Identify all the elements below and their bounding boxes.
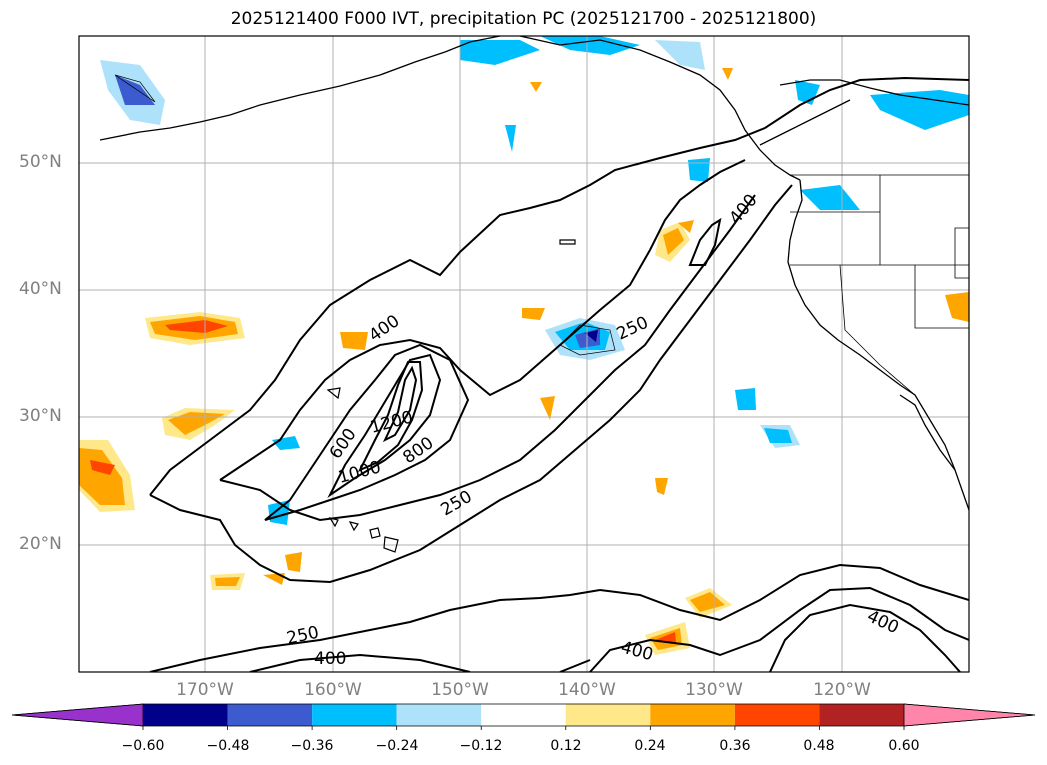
ivt-contours bbox=[149, 76, 969, 672]
colorbar-extend-max bbox=[903, 703, 1036, 727]
colorbar-segment bbox=[650, 704, 735, 726]
lon-label: 160°W bbox=[304, 680, 362, 700]
colorbar-tick: −0.60 bbox=[121, 738, 165, 754]
thin-contours bbox=[114, 74, 616, 356]
colorbar-tick: −0.36 bbox=[290, 738, 334, 754]
coastlines bbox=[99, 36, 969, 511]
colorbar-segment bbox=[734, 704, 820, 726]
colorbar-segment bbox=[227, 704, 313, 726]
colorbar-segment bbox=[819, 704, 904, 726]
colorbar-segment bbox=[396, 704, 482, 726]
colorbar-segment bbox=[143, 704, 228, 726]
precipitation-shading bbox=[79, 36, 969, 655]
contour-label: 400 bbox=[726, 190, 762, 228]
contour-label: 400 bbox=[314, 649, 346, 669]
colorbar-outline bbox=[11, 703, 1036, 727]
colorbar-tick: 0.24 bbox=[634, 738, 666, 754]
colorbar-tick: 0.48 bbox=[803, 738, 835, 754]
colorbar-segment bbox=[481, 704, 566, 726]
lon-label: 130°W bbox=[685, 680, 743, 700]
contour-label: 400 bbox=[365, 311, 403, 346]
contour-label: 600 bbox=[326, 425, 361, 463]
lon-label: 120°W bbox=[813, 680, 871, 700]
map-canvas: 400 250 600 1200 800 1000 250 400 250 40… bbox=[78, 35, 970, 673]
map-title: 2025121400 F000 IVT, precipitation PC (2… bbox=[230, 9, 817, 29]
lat-label: 50°N bbox=[19, 152, 62, 172]
colorbar-segment bbox=[565, 704, 651, 726]
contour-label: 250 bbox=[438, 487, 476, 521]
colorbar-tick: 0.60 bbox=[888, 738, 920, 754]
state-borders bbox=[790, 174, 969, 396]
lon-label: 170°W bbox=[176, 680, 234, 700]
islands bbox=[326, 239, 576, 553]
lon-label: 150°W bbox=[431, 680, 489, 700]
colorbar-tick: −0.12 bbox=[459, 738, 503, 754]
lat-label: 40°N bbox=[19, 279, 62, 299]
lat-label: 20°N bbox=[19, 534, 62, 554]
contour-label: 250 bbox=[614, 313, 652, 345]
colorbar-tick: −0.24 bbox=[375, 738, 419, 754]
contour-label: 400 bbox=[864, 606, 902, 638]
colorbar-extend-min bbox=[11, 703, 144, 727]
lon-label: 140°W bbox=[558, 680, 616, 700]
lat-label: 30°N bbox=[19, 406, 62, 426]
colorbar-segment bbox=[312, 704, 397, 726]
colorbar-tick: 0.12 bbox=[550, 738, 582, 754]
contour-label: 250 bbox=[285, 623, 321, 649]
map-frame bbox=[78, 35, 970, 673]
contour-label: 1200 bbox=[368, 407, 415, 438]
colorbar-tick: 0.36 bbox=[719, 738, 751, 754]
colorbar-tick: −0.48 bbox=[206, 738, 250, 754]
contour-labels: 400 250 600 1200 800 1000 250 400 250 40… bbox=[285, 190, 902, 669]
